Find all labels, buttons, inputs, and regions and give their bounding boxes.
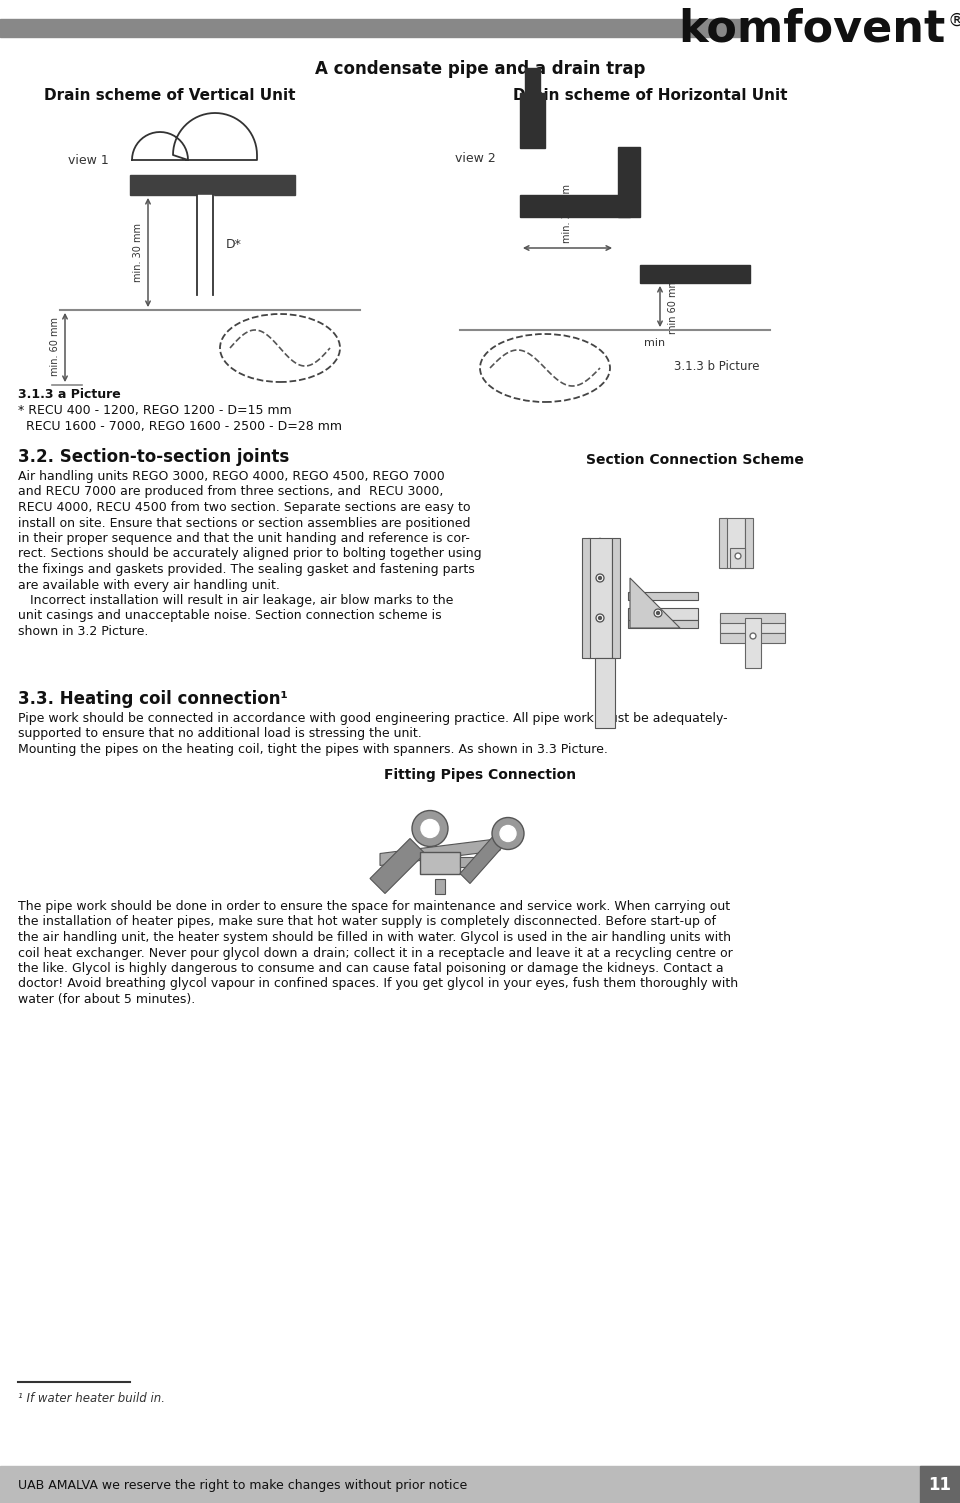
Text: shown in 3.2 Picture.: shown in 3.2 Picture. <box>18 625 149 637</box>
Bar <box>640 265 750 283</box>
Text: Mounting the pipes on the heating coil, tight the pipes with spanners. As shown : Mounting the pipes on the heating coil, … <box>18 742 608 756</box>
Polygon shape <box>630 579 680 628</box>
Bar <box>725 519 745 568</box>
Text: ¹ If water heater build in.: ¹ If water heater build in. <box>18 1392 165 1405</box>
Circle shape <box>500 825 516 842</box>
Text: 3.2. Section-to-section joints: 3.2. Section-to-section joints <box>18 448 289 466</box>
Bar <box>460 857 475 867</box>
Polygon shape <box>132 113 257 159</box>
Text: supported to ensure that no additional load is stressing the unit.: supported to ensure that no additional l… <box>18 727 421 741</box>
Text: UAB AMALVA we reserve the right to make changes without prior notice: UAB AMALVA we reserve the right to make … <box>18 1479 468 1491</box>
Circle shape <box>598 577 602 580</box>
Text: water (for about 5 minutes).: water (for about 5 minutes). <box>18 993 195 1006</box>
Bar <box>719 519 727 568</box>
Bar <box>0 20 740 38</box>
Text: A condensate pipe and a drain trap: A condensate pipe and a drain trap <box>315 60 645 78</box>
Bar <box>130 174 295 195</box>
Text: the air handling unit, the heater system should be filled in with water. Glycol : the air handling unit, the heater system… <box>18 930 731 944</box>
Bar <box>525 68 540 108</box>
Bar <box>520 93 545 147</box>
Circle shape <box>421 819 439 837</box>
Text: * RECU 400 - 1200, REGO 1200 - D=15 mm: * RECU 400 - 1200, REGO 1200 - D=15 mm <box>18 404 292 416</box>
Text: 3.1.3 a Picture: 3.1.3 a Picture <box>18 388 121 401</box>
Text: view 1: view 1 <box>68 153 108 167</box>
Text: komfovent: komfovent <box>678 8 945 51</box>
Circle shape <box>735 553 741 559</box>
Bar <box>582 538 590 658</box>
Circle shape <box>657 612 660 615</box>
Text: in their proper sequence and that the unit handing and reference is cor-: in their proper sequence and that the un… <box>18 532 469 546</box>
Circle shape <box>596 615 604 622</box>
Bar <box>612 538 620 658</box>
Bar <box>197 195 213 295</box>
Circle shape <box>492 818 524 849</box>
Text: Fitting Pipes Connection: Fitting Pipes Connection <box>384 768 576 783</box>
Circle shape <box>654 609 662 618</box>
Text: Air handling units REGO 3000, REGO 4000, REGO 4500, REGO 7000: Air handling units REGO 3000, REGO 4000,… <box>18 470 444 482</box>
Circle shape <box>412 810 448 846</box>
Text: min. 30 mm: min. 30 mm <box>133 222 143 281</box>
Text: and RECU 7000 are produced from three sections, and  RECU 3000,: and RECU 7000 are produced from three se… <box>18 485 444 499</box>
Bar <box>0 1465 960 1503</box>
Text: coil heat exchanger. Never pour glycol down a drain; collect it in a receptacle : coil heat exchanger. Never pour glycol d… <box>18 947 732 959</box>
Text: install on site. Ensure that sections or section assemblies are positioned: install on site. Ensure that sections or… <box>18 517 470 529</box>
Text: min 60 mm: min 60 mm <box>668 278 678 334</box>
Text: Incorrect installation will result in air leakage, air blow marks to the: Incorrect installation will result in ai… <box>18 594 453 607</box>
Text: 3.1.3 b Picture: 3.1.3 b Picture <box>675 361 760 373</box>
Bar <box>720 633 785 643</box>
Text: rect. Sections should be accurately aligned prior to bolting together using: rect. Sections should be accurately alig… <box>18 547 482 561</box>
Bar <box>588 538 612 658</box>
Text: Drain scheme of Horizontal Unit: Drain scheme of Horizontal Unit <box>513 89 787 104</box>
Bar <box>520 195 630 216</box>
Text: RECU 1600 - 7000, REGO 1600 - 2500 - D=28 mm: RECU 1600 - 7000, REGO 1600 - 2500 - D=2… <box>18 419 342 433</box>
Text: RECU 4000, RECU 4500 from two section. Separate sections are easy to: RECU 4000, RECU 4500 from two section. S… <box>18 500 470 514</box>
Bar <box>920 1465 960 1503</box>
Text: ®: ® <box>947 12 960 30</box>
Polygon shape <box>370 839 425 893</box>
Text: D*: D* <box>226 239 242 251</box>
Text: view 2: view 2 <box>455 152 495 164</box>
Text: min. 30 mm: min. 30 mm <box>562 183 572 243</box>
Text: Pipe work should be connected in accordance with good engineering practice. All : Pipe work should be connected in accorda… <box>18 712 728 724</box>
Text: Section Connection Scheme: Section Connection Scheme <box>586 452 804 467</box>
Bar <box>745 519 753 568</box>
Text: the like. Glycol is highly dangerous to consume and can cause fatal poisoning or: the like. Glycol is highly dangerous to … <box>18 962 724 975</box>
Text: min. 60 mm: min. 60 mm <box>50 317 60 376</box>
Bar <box>745 618 761 667</box>
Bar <box>618 147 640 216</box>
Text: 3.3. Heating coil connection¹: 3.3. Heating coil connection¹ <box>18 690 288 708</box>
Bar <box>435 878 445 893</box>
Bar <box>720 619 785 633</box>
Bar <box>720 613 785 624</box>
Text: The pipe work should be done in order to ensure the space for maintenance and se: The pipe work should be done in order to… <box>18 900 731 912</box>
Text: unit casings and unacceptable noise. Section connection scheme is: unit casings and unacceptable noise. Sec… <box>18 610 442 622</box>
Bar <box>730 549 745 568</box>
Bar <box>595 658 615 727</box>
Text: 11: 11 <box>928 1476 951 1494</box>
Polygon shape <box>460 828 510 884</box>
Text: the installation of heater pipes, make sure that hot water supply is completely : the installation of heater pipes, make s… <box>18 915 716 929</box>
Bar <box>628 621 698 628</box>
Circle shape <box>596 574 604 582</box>
Text: Drain scheme of Vertical Unit: Drain scheme of Vertical Unit <box>44 89 296 104</box>
Text: are available with every air handling unit.: are available with every air handling un… <box>18 579 280 592</box>
Bar <box>420 852 460 873</box>
Bar <box>628 592 698 600</box>
Bar <box>628 609 698 621</box>
Circle shape <box>598 616 602 619</box>
Circle shape <box>750 633 756 639</box>
Text: doctor! Avoid breathing glycol vapour in confined spaces. If you get glycol in y: doctor! Avoid breathing glycol vapour in… <box>18 977 738 990</box>
Text: min: min <box>644 338 665 349</box>
Text: the fixings and gaskets provided. The sealing gasket and fastening parts: the fixings and gaskets provided. The se… <box>18 564 475 576</box>
Polygon shape <box>380 839 500 866</box>
